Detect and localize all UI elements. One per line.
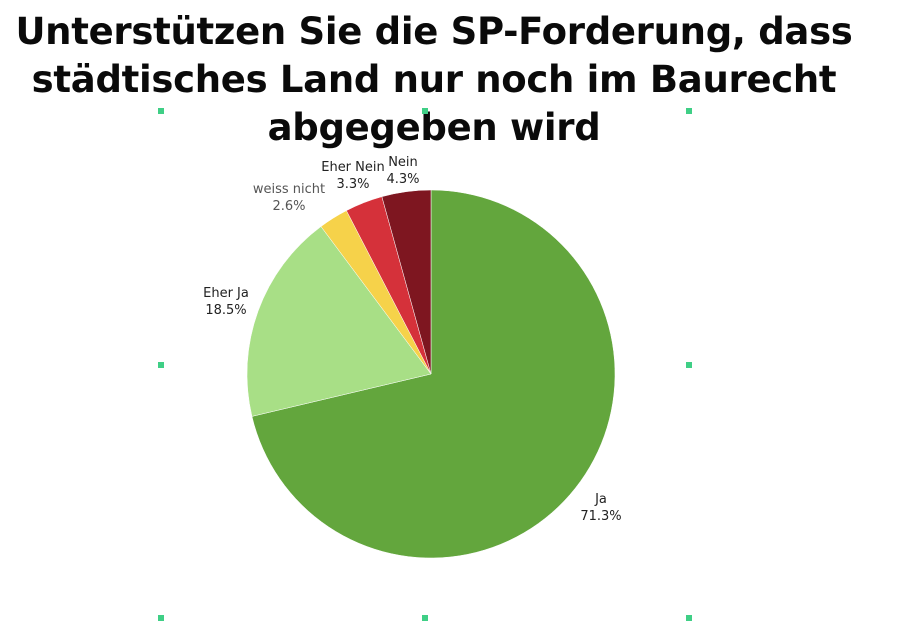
slice-value-label: 18.5% (205, 303, 246, 318)
pie-slice-eher-ja[interactable] (246, 226, 432, 417)
pie-slices (246, 189, 616, 559)
selection-handle-top-center[interactable] (422, 108, 428, 114)
chart-title-line-1: Unterstützen Sie die SP-Forderung, dass (15, 10, 853, 53)
pie-labels: Ja 71.3% Eher Ja 18.5% weiss nicht 2.6% Eher N… (203, 155, 622, 524)
slice-value-label: 71.3% (580, 509, 621, 524)
selection-handle-middle-left[interactable] (158, 362, 164, 368)
slice-label: Nein (388, 155, 418, 170)
slice-value-label: 4.3% (386, 172, 419, 187)
chart-title-line-3: abgegeben wird (267, 106, 601, 149)
selection-handle-top-left[interactable] (158, 108, 164, 114)
slice-label: Ja (594, 492, 607, 507)
slice-value-label: 2.6% (272, 199, 305, 214)
slice-label: Eher Ja (203, 286, 249, 301)
chart-title: Unterstützen Sie die SP-Forderung, dass … (0, 8, 868, 152)
chart-title-line-2: städtisches Land nur noch im Baurecht (31, 58, 837, 101)
pie-slice-nein[interactable] (381, 189, 432, 375)
slice-value-label: 3.3% (336, 177, 369, 192)
selection-handle-middle-right[interactable] (686, 362, 692, 368)
selection-handle-bottom-center[interactable] (422, 615, 428, 621)
selection-handle-top-right[interactable] (686, 108, 692, 114)
slice-label: weiss nicht (253, 182, 325, 197)
slice-label: Eher Nein (321, 160, 385, 175)
selection-handle-bottom-right[interactable] (686, 615, 692, 621)
pie-slice-ja[interactable] (251, 189, 616, 559)
selection-handle-bottom-left[interactable] (158, 615, 164, 621)
